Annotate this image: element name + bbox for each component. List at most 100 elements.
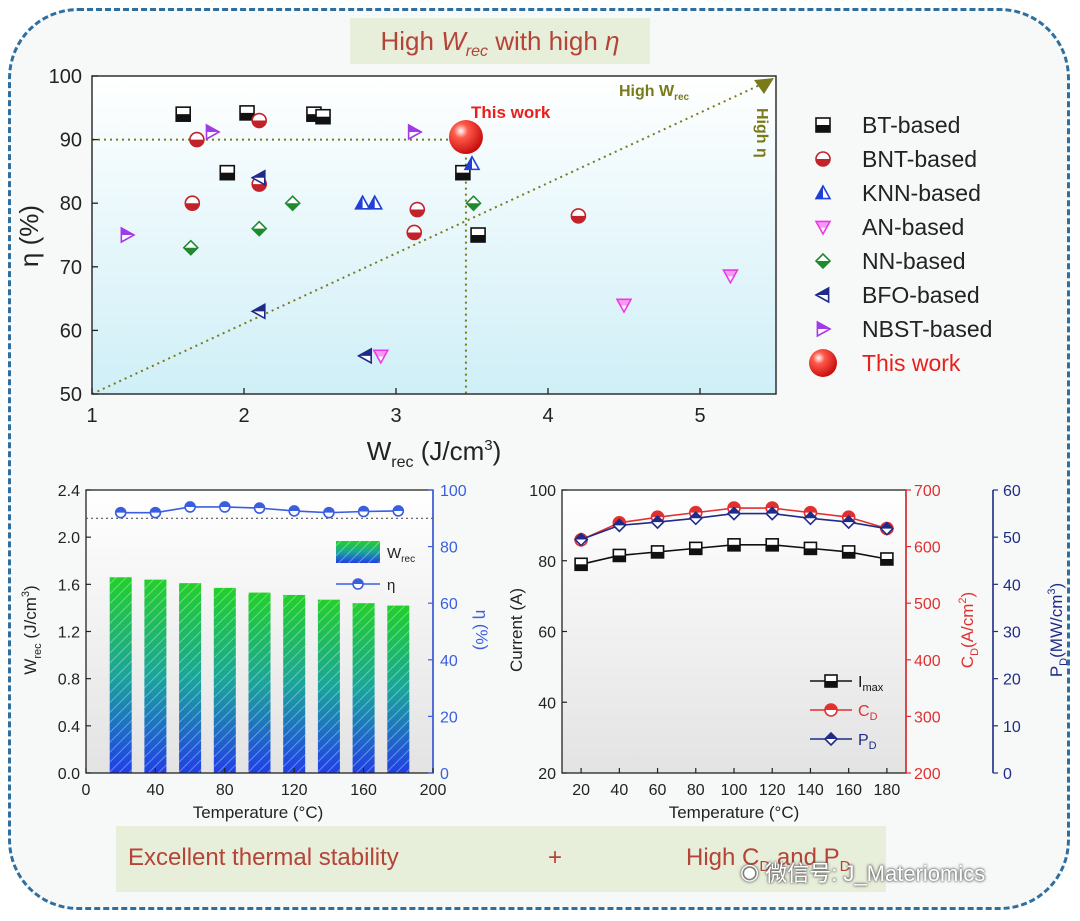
bar-bars (109, 577, 410, 773)
y-tick-label: 0.8 (58, 672, 80, 689)
y-tick-label: 100 (49, 66, 82, 88)
y2-tick-label: 500 (914, 596, 941, 613)
y2-tick-label: 700 (914, 483, 941, 500)
eta-point (219, 501, 231, 513)
w-rec-bar-hatch (179, 583, 202, 773)
y2-tick-label: 300 (914, 709, 941, 726)
legend-label: NBST-based (862, 316, 992, 342)
legend-label: BFO-based (862, 282, 980, 308)
series-point-p (803, 511, 818, 526)
series-point-i (765, 538, 780, 552)
point-this-work (448, 120, 483, 155)
x-tick-label: 3 (390, 405, 401, 427)
eta-point (114, 506, 127, 519)
legend-marker (816, 320, 832, 338)
x-tick-label: 2 (238, 405, 249, 427)
legend-marker (814, 286, 830, 304)
line-y3label: PD(MW/cm3) (1046, 583, 1070, 677)
scatter-legend: BT-based BNT-based KNN-based AN-based NN-bas… (809, 112, 992, 377)
point-nn-based (465, 195, 482, 212)
bottom-banner-left: Excellent thermal stability (128, 844, 399, 871)
line-plot-area (562, 490, 906, 773)
high-eta-annotation: High η (753, 108, 770, 158)
x-tick-label: 100 (721, 782, 748, 799)
diagonal-arrowhead (754, 78, 774, 94)
y-tick-label: 90 (60, 130, 82, 152)
legend-bar-hatch (336, 541, 380, 563)
w-rec-bar-hatch (144, 579, 167, 773)
point-an-based (722, 269, 739, 285)
point-nn-based (251, 220, 268, 237)
point-bt-based (315, 108, 331, 125)
legend-label: Imax (858, 674, 884, 694)
y3-tick-label: 60 (1003, 483, 1021, 500)
legend-label: AN-based (862, 214, 964, 240)
point-an-based (372, 349, 390, 365)
eta-point (357, 505, 370, 518)
y-tick-label: 70 (60, 257, 82, 279)
y-tick-label: 60 (60, 320, 82, 342)
legend-marker (815, 117, 831, 133)
series-point-p (726, 506, 742, 521)
eta-point (184, 501, 196, 513)
eta-point (392, 505, 405, 517)
line-ylabel: Current (A) (507, 588, 526, 672)
legend-marker (815, 151, 831, 167)
line-legend: Imax CD PD (810, 674, 884, 752)
point-bt-based (239, 105, 255, 121)
x-tick-label: 60 (649, 782, 667, 799)
x-tick-label: 5 (694, 405, 705, 427)
x-tick-label: 80 (687, 782, 705, 799)
wechat-icon: ◉ (740, 859, 760, 884)
x-tick-label: 200 (420, 782, 447, 799)
point-nbst-based (120, 226, 136, 244)
point-an-based (615, 298, 633, 314)
x-tick-label: 120 (281, 782, 308, 799)
x-tick-label: 180 (874, 782, 901, 799)
high-w-annotation: High Wrec (619, 83, 690, 103)
scatter-plot-area (92, 76, 776, 394)
legend-label: This work (862, 350, 961, 376)
series-point-i (650, 545, 665, 559)
x-tick-label: 140 (797, 782, 824, 799)
legend-label: NN-based (862, 248, 966, 274)
legend-marker (823, 731, 839, 747)
banner-text-mid: with high (487, 26, 606, 56)
banner-text-prefix: High (380, 26, 442, 56)
line-series (573, 501, 895, 572)
bar-y2label: η (%) (472, 610, 491, 651)
scatter-points (120, 105, 739, 365)
point-bt-based (219, 164, 236, 181)
legend-label: CD (858, 703, 878, 723)
y2-tick-label: 80 (440, 540, 458, 557)
scatter-guides (91, 78, 774, 395)
point-bnt-based (406, 224, 423, 241)
point-knn-based (463, 155, 481, 171)
y-tick-label: 1.6 (58, 577, 80, 594)
w-rec-bar-hatch (283, 594, 306, 773)
y2-tick-label: 600 (914, 540, 941, 557)
legend-label: BNT-based (862, 146, 977, 172)
y-tick-label: 2.0 (58, 530, 80, 547)
bar-ylabel: Wrec (J/cm3) (20, 585, 44, 674)
point-bnt-based (184, 195, 201, 211)
y3-tick-label: 40 (1003, 577, 1021, 594)
legend-bar-label: Wrec (387, 545, 415, 565)
x-tick-label: 160 (350, 782, 377, 799)
y-tick-label: 80 (538, 554, 556, 571)
y-tick-label: 80 (60, 193, 82, 215)
series-point-p (612, 518, 627, 533)
line-y2label: CD(A/cm2) (957, 592, 981, 668)
scatter-xlabel: Wrec (J/cm3) (367, 436, 502, 471)
point-bnt-based (409, 201, 426, 218)
y-tick-label: 0.4 (58, 719, 80, 736)
y3-tick-label: 30 (1003, 625, 1021, 642)
legend-eta-label: η (387, 577, 395, 594)
y2-tick-label: 100 (440, 483, 467, 500)
legend-marker (809, 349, 837, 377)
y-tick-label: 100 (529, 483, 556, 500)
y3-tick-label: 20 (1003, 672, 1021, 689)
eta-point (288, 505, 301, 517)
series-point-i (880, 552, 894, 566)
